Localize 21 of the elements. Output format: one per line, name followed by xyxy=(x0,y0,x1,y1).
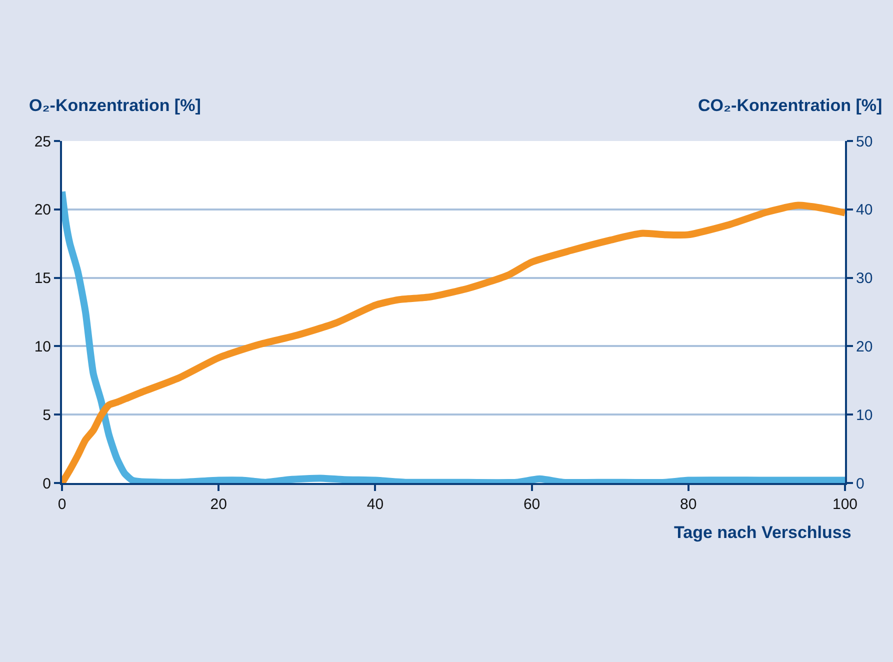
x-tick-label: 40 xyxy=(366,496,384,513)
y2-tick-label: 50 xyxy=(856,133,873,150)
y2-tick-label: 0 xyxy=(856,475,864,492)
y2-tick-label: 40 xyxy=(856,202,873,219)
y-tick-label: 15 xyxy=(34,270,51,288)
x-tick-label: 60 xyxy=(523,496,540,513)
y-tick-label: 0 xyxy=(42,475,51,492)
y2-axis-title: CO₂-Konzentration [%] xyxy=(698,96,882,115)
y-tick-label: 25 xyxy=(34,133,51,150)
y-tick-label: 5 xyxy=(42,406,51,424)
x-tick-label: 100 xyxy=(832,496,858,513)
y-tick-label: 10 xyxy=(34,338,51,356)
y-tick-label: 20 xyxy=(34,202,51,219)
y2-tick-label: 20 xyxy=(856,338,873,356)
x-tick-label: 80 xyxy=(680,496,697,513)
x-axis-title: Tage nach Verschluss xyxy=(674,523,852,542)
y-axis-title: O₂-Konzentration [%] xyxy=(29,96,201,115)
x-tick-label: 0 xyxy=(58,496,66,513)
y2-tick-label: 10 xyxy=(856,406,873,424)
x-tick-label: 20 xyxy=(210,496,227,513)
y2-tick-label: 30 xyxy=(856,270,873,288)
